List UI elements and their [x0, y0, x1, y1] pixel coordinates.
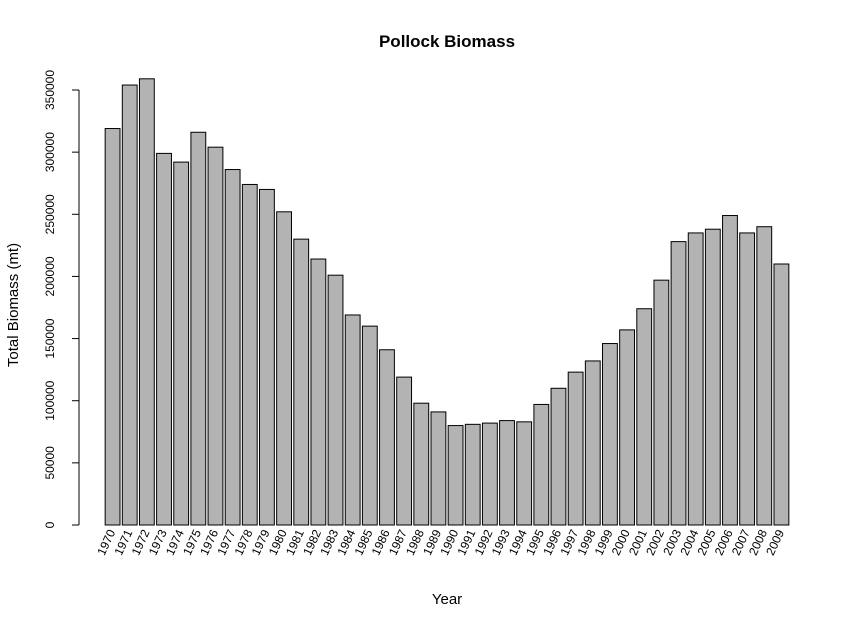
bar-1989	[430, 411, 447, 526]
bar-1982	[310, 258, 327, 526]
bar-1995	[533, 403, 550, 526]
bar-2003	[670, 241, 687, 526]
bar-1980	[276, 211, 292, 526]
y-tick-label: 300000	[43, 132, 57, 172]
bar-1970	[104, 128, 121, 526]
bar-2009	[773, 263, 790, 526]
bar-1991	[464, 423, 481, 526]
bar-2006	[722, 215, 738, 526]
y-tick-label: 50000	[43, 446, 57, 480]
bar-1993	[499, 420, 515, 526]
bar-1985	[361, 325, 378, 526]
bar-2000	[619, 329, 635, 526]
y-tick-label: 150000	[43, 318, 57, 358]
bar-1990	[447, 425, 464, 526]
bar-1987	[396, 376, 413, 526]
bar-1973	[156, 152, 172, 526]
y-tick-label: 200000	[43, 256, 57, 296]
bar-2005	[704, 228, 721, 526]
y-axis: 0 50000 100000 150000 200000 250000 300000 3500…	[43, 70, 80, 528]
bar-2007	[739, 232, 756, 526]
bar-1971	[121, 84, 138, 526]
y-tick-label: 350000	[43, 70, 57, 110]
bar-2002	[653, 279, 670, 526]
bar-1972	[138, 78, 155, 526]
bar-1975	[190, 131, 207, 526]
bar-2004	[687, 232, 704, 526]
bar-2008	[756, 226, 773, 526]
y-tick-label: 0	[43, 521, 57, 528]
bar-1992	[481, 422, 498, 526]
bar-1988	[413, 402, 430, 526]
bar-1994	[516, 421, 533, 526]
bar-1979	[259, 188, 275, 526]
bar-2001	[636, 308, 653, 526]
x-tick-label: 2009	[763, 527, 787, 557]
bar-1978	[241, 183, 258, 526]
y-axis-label: Total Biomass (mt)	[5, 243, 22, 367]
bar-1984	[344, 314, 361, 526]
bar-1998	[584, 360, 601, 526]
y-tick-label: 250000	[43, 194, 57, 234]
bars	[104, 78, 790, 526]
y-tick-label: 100000	[43, 380, 57, 420]
bar-1986	[379, 349, 395, 526]
bar-1997	[567, 371, 584, 526]
bar-1977	[224, 169, 241, 526]
bar-1974	[173, 161, 190, 526]
bar-1981	[293, 238, 310, 526]
bar-1996	[550, 387, 567, 526]
x-tick-labels: 1970197119721973197419751976197719781979…	[94, 527, 787, 557]
chart-title: Pollock Biomass	[379, 32, 515, 51]
x-axis-label: Year	[432, 591, 462, 608]
bar-1983	[327, 274, 344, 526]
bar-1976	[207, 146, 224, 526]
bar-1999	[602, 343, 618, 526]
